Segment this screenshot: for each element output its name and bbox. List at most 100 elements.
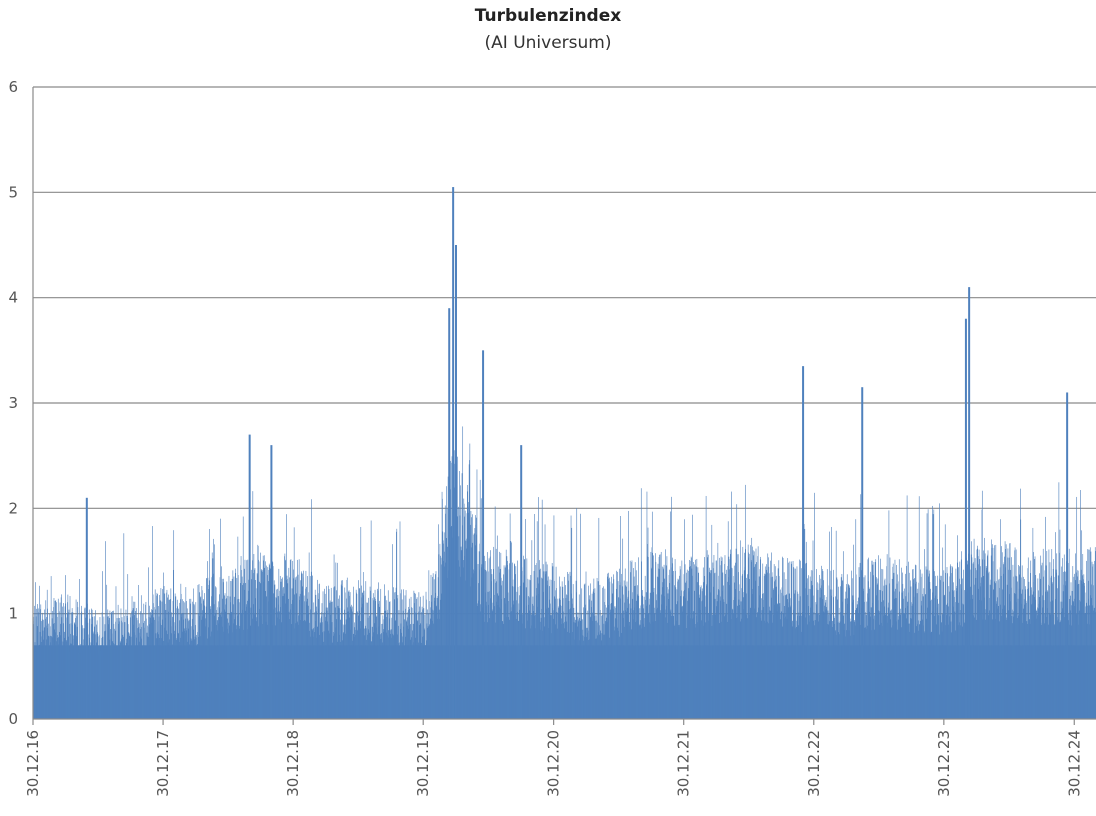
data-column: [743, 609, 744, 719]
data-column: [1041, 624, 1043, 719]
data-column: [473, 533, 475, 719]
data-column: [402, 610, 404, 719]
data-column: [718, 589, 719, 719]
data-column: [211, 552, 213, 719]
data-column: [98, 655, 100, 719]
data-column: [486, 571, 487, 719]
data-column: [985, 619, 987, 719]
data-column: [688, 591, 690, 719]
data-column: [500, 577, 502, 719]
data-column: [1044, 613, 1045, 719]
data-column: [278, 604, 279, 719]
data-column: [193, 629, 194, 719]
data-column: [588, 585, 589, 719]
data-column: [709, 572, 710, 719]
data-column: [555, 566, 557, 719]
y-tick-label: 4: [8, 289, 18, 307]
data-column: [780, 589, 781, 719]
data-column: [324, 612, 326, 719]
data-column: [607, 573, 608, 719]
data-area: [33, 187, 1096, 719]
data-column: [795, 628, 797, 719]
data-column: [323, 641, 325, 719]
data-column: [389, 601, 390, 719]
data-column: [1036, 615, 1038, 719]
data-column: [705, 495, 707, 719]
data-column: [1030, 573, 1031, 719]
data-column: [183, 619, 184, 719]
data-column: [681, 590, 682, 719]
data-column: [1053, 625, 1055, 719]
data-column: [565, 585, 566, 719]
data-column: [577, 616, 578, 719]
data-column: [363, 595, 364, 719]
data-column: [1078, 624, 1079, 719]
data-column: [284, 560, 286, 719]
data-column: [818, 613, 820, 719]
data-column: [954, 596, 955, 719]
data-column: [612, 583, 614, 719]
data-column: [767, 623, 769, 719]
data-column: [441, 564, 442, 719]
data-column: [845, 630, 847, 719]
data-column: [1057, 588, 1058, 719]
data-column: [709, 573, 711, 719]
data-column: [822, 571, 824, 719]
data-column: [327, 624, 329, 719]
data-column: [879, 624, 880, 719]
data-column: [469, 524, 471, 719]
data-column: [215, 587, 217, 719]
data-column: [1033, 581, 1035, 719]
data-column: [953, 582, 954, 719]
data-column: [175, 596, 177, 719]
data-column: [501, 580, 503, 719]
data-column: [576, 612, 578, 719]
data-column: [849, 618, 851, 719]
data-column: [808, 575, 809, 719]
data-column: [924, 549, 925, 719]
data-column: [349, 592, 351, 719]
data-column: [81, 611, 83, 719]
data-column: [794, 593, 796, 719]
data-column: [97, 633, 99, 719]
data-column: [911, 618, 913, 719]
data-column: [976, 548, 978, 719]
data-column: [132, 608, 134, 719]
data-column: [421, 606, 423, 719]
data-column: [679, 566, 681, 719]
data-column: [104, 648, 105, 719]
data-column: [503, 623, 505, 719]
data-column: [538, 593, 540, 719]
data-column: [333, 635, 334, 719]
data-column: [435, 592, 436, 719]
data-column: [429, 618, 431, 719]
data-column: [338, 634, 340, 719]
data-column: [300, 580, 301, 719]
data-column: [673, 624, 675, 719]
data-column: [976, 549, 978, 719]
data-column: [217, 601, 219, 719]
data-column: [490, 598, 492, 719]
data-column: [193, 588, 194, 719]
data-column: [822, 598, 823, 719]
data-column: [628, 590, 630, 719]
y-tick-label: 1: [8, 605, 18, 623]
data-column: [118, 617, 119, 719]
data-column: [773, 588, 775, 719]
data-column: [147, 625, 149, 719]
data-column: [361, 607, 363, 719]
data-column: [901, 627, 903, 719]
data-column: [383, 629, 385, 719]
data-column: [835, 596, 836, 719]
data-column: [323, 613, 324, 719]
data-column: [528, 579, 530, 719]
data-column: [616, 619, 618, 719]
data-column: [948, 616, 950, 719]
data-column: [793, 568, 795, 719]
data-column: [310, 609, 311, 719]
data-column: [162, 593, 164, 719]
x-axis: 30.12.16 30.12.17 30.12.18 30.12.19 30.12.20…: [24, 87, 1096, 797]
data-column: [984, 559, 986, 719]
data-column: [826, 608, 827, 719]
data-column: [617, 581, 619, 719]
